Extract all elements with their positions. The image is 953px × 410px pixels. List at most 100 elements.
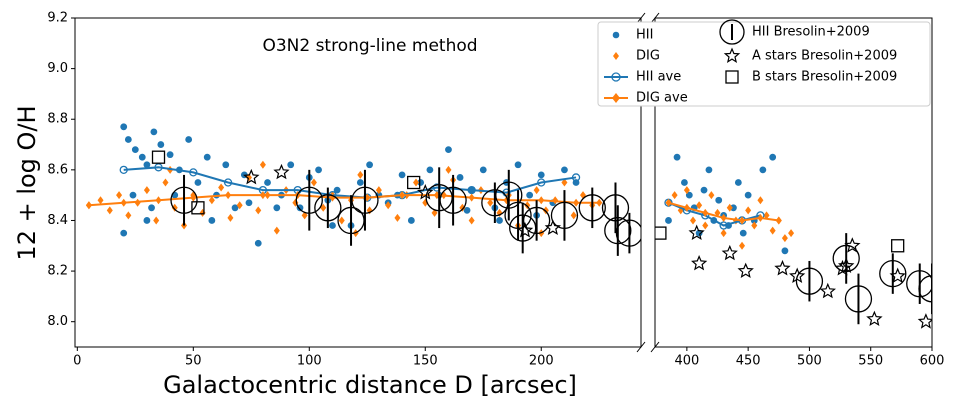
- x-tick-label: 100: [297, 354, 322, 369]
- x-tick-label: 450: [736, 354, 761, 369]
- hii-point: [704, 165, 714, 175]
- dig-point: [745, 206, 752, 215]
- legend-label: A stars Bresolin+2009: [752, 49, 897, 64]
- square-point: [151, 150, 166, 164]
- dig-point: [769, 226, 776, 235]
- y-tick-label: 8.2: [47, 264, 68, 279]
- dig-point: [273, 226, 280, 235]
- y-tick-label: 8.0: [47, 314, 68, 329]
- hii-point: [328, 221, 337, 230]
- star-point: [819, 282, 837, 299]
- bresolin-hii: [795, 267, 824, 295]
- hii-point: [525, 190, 534, 200]
- plot-frame: [654, 17, 933, 348]
- hii-point: [128, 190, 138, 200]
- bresolin-hii: [615, 219, 641, 247]
- dig-point: [199, 208, 206, 217]
- dig-point: [153, 216, 160, 225]
- bresolin-hii: [550, 201, 579, 230]
- hii-point: [425, 165, 435, 175]
- legend-label: DIG ave: [636, 91, 688, 106]
- x-tick-label: 400: [674, 354, 699, 369]
- dig-point: [106, 206, 113, 215]
- y-tick-label: 8.6: [47, 162, 68, 177]
- hii-point: [207, 216, 217, 225]
- square-point: [655, 226, 667, 240]
- hii-point: [780, 246, 790, 256]
- dig-point: [696, 201, 703, 210]
- hii-point: [664, 216, 673, 225]
- bresolin-hii: [314, 194, 342, 222]
- hii-point: [254, 239, 263, 248]
- legend-marker: [725, 70, 739, 84]
- hii-point: [513, 160, 523, 169]
- y-tick-label: 8.8: [47, 112, 68, 127]
- dig-point: [459, 203, 466, 212]
- y-tick-label: 9.2: [47, 11, 68, 26]
- hii-point: [356, 178, 365, 187]
- legend-box: [597, 21, 931, 107]
- legend-marker: [723, 47, 741, 63]
- plot-area: [85, 122, 641, 256]
- square-point: [191, 201, 205, 215]
- plot-frame: [74, 17, 642, 348]
- star-point: [417, 184, 434, 200]
- bresolin-hii: [578, 194, 606, 222]
- dig-point: [445, 165, 452, 174]
- dig-point: [208, 196, 215, 205]
- star-point: [917, 313, 932, 329]
- average-marker: [739, 216, 746, 225]
- axis-break-mark: [636, 341, 646, 353]
- average-marker: [596, 198, 603, 207]
- bresolin-hii: [522, 206, 551, 235]
- average-marker: [467, 185, 476, 195]
- hii-point: [184, 135, 193, 144]
- dig-point: [97, 196, 104, 205]
- average-marker: [120, 198, 127, 207]
- hii-point: [479, 165, 488, 175]
- hii-point: [734, 178, 743, 187]
- y-tick-label: 9.0: [47, 61, 68, 76]
- dig-point: [385, 201, 392, 210]
- average-marker: [571, 173, 581, 182]
- bresolin-hii: [844, 285, 873, 313]
- hii-point: [455, 173, 465, 182]
- average-marker: [665, 198, 672, 207]
- dig-point: [375, 186, 382, 195]
- legend-label: B stars Bresolin+2009: [752, 70, 897, 85]
- average-marker: [702, 208, 709, 217]
- bresolin-hii: [170, 186, 198, 214]
- average-marker: [189, 168, 198, 177]
- x-tick-label: 150: [413, 354, 438, 369]
- average-marker: [538, 196, 545, 205]
- hii-point: [768, 152, 777, 162]
- bresolin-hii: [495, 181, 523, 209]
- star-point: [788, 267, 806, 284]
- dig-point: [788, 229, 795, 238]
- average-line: [123, 166, 577, 199]
- hii-point: [193, 178, 203, 187]
- hii-point: [119, 228, 128, 238]
- dig-point: [757, 196, 764, 205]
- dig-point: [671, 191, 678, 200]
- dig-point: [487, 198, 494, 207]
- average-marker: [757, 213, 764, 222]
- hii-point: [739, 228, 748, 238]
- hii-point: [272, 203, 282, 213]
- hii-point: [365, 160, 374, 169]
- legend-marker: [611, 72, 621, 82]
- hii-point: [156, 140, 166, 149]
- y-tick-label: 8.4: [47, 213, 68, 228]
- legend-label: HII ave: [636, 70, 681, 85]
- plot-area: [655, 152, 932, 329]
- legend-marker: [612, 93, 620, 103]
- dig-point: [338, 216, 345, 225]
- x-axis-label: Galactocentric distance D [arcsec]: [163, 371, 577, 399]
- legend-label: DIG: [636, 49, 660, 64]
- star-point: [737, 262, 754, 278]
- average-marker: [432, 183, 442, 192]
- legend-marker: [613, 52, 619, 60]
- dig-point: [683, 186, 690, 195]
- bresolin-hii: [295, 186, 323, 214]
- dig-point: [255, 206, 262, 215]
